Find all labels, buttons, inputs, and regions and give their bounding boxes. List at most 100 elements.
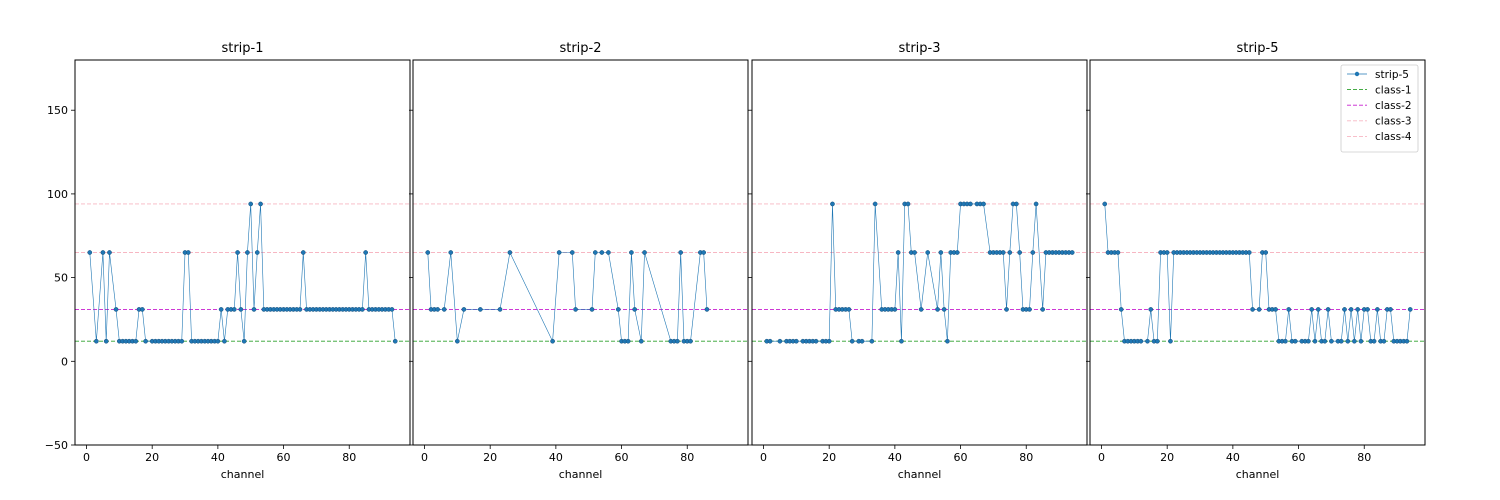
x-axis-label: channel (559, 468, 603, 481)
data-point (107, 250, 112, 255)
data-point (1306, 338, 1311, 344)
data-point (1286, 307, 1292, 312)
data-point (477, 307, 483, 312)
x-tick-label: 20 (145, 451, 159, 464)
data-point (1040, 307, 1046, 312)
legend-label-strip-5: strip-5 (1375, 69, 1409, 81)
data-point (938, 250, 944, 255)
x-tick-label: 40 (888, 451, 902, 464)
data-point (859, 338, 865, 344)
data-point (895, 250, 901, 255)
data-point (1256, 307, 1262, 312)
data-point (1164, 250, 1170, 255)
data-point (777, 338, 783, 344)
data-point (100, 250, 106, 255)
x-tick-label: 80 (342, 451, 356, 464)
legend-label-class-3: class-3 (1375, 116, 1412, 128)
data-point (1292, 338, 1298, 344)
data-point (826, 338, 832, 344)
data-point (589, 307, 595, 312)
data-point (892, 307, 898, 312)
data-point (569, 250, 575, 255)
data-point (218, 307, 224, 312)
data-point (1342, 307, 1347, 312)
data-point (935, 307, 940, 312)
chart-panel-4: 0 20 40 60 80 strip-5 channel strip-5 class-1 cla… (1086, 41, 1426, 481)
legend: strip-5 class-1 class-2 class-3 class-4 (1340, 64, 1419, 153)
x-axis-label: channel (898, 468, 942, 481)
data-point (1322, 338, 1328, 344)
x-tick-label: 60 (1292, 451, 1306, 464)
data-point (248, 201, 254, 207)
x-tick-label: 60 (277, 451, 291, 464)
data-point (425, 250, 431, 255)
data-point (254, 250, 260, 255)
data-point (1246, 250, 1252, 255)
data-point (1352, 338, 1357, 344)
data-point (1069, 250, 1075, 255)
data-point (767, 338, 773, 344)
data-point (872, 201, 878, 207)
x-tick-label: 0 (1098, 451, 1105, 464)
legend-box (1340, 64, 1419, 153)
data-point (638, 338, 644, 344)
data-point (1312, 338, 1318, 344)
data-point (1263, 250, 1269, 255)
data-point (981, 201, 986, 207)
data-point (945, 338, 950, 344)
data-point (1358, 338, 1364, 344)
data-point (231, 307, 237, 312)
data-point (592, 250, 598, 255)
x-tick-label: 80 (680, 451, 694, 464)
data-point (1388, 307, 1393, 312)
data-point (1007, 250, 1013, 255)
chart-panel-1: 0 20 40 60 80 −50 0 50 100 150 strip-1 channel (45, 41, 411, 481)
data-point (1030, 250, 1036, 255)
data-point (615, 307, 621, 312)
data-point (93, 338, 99, 344)
data-point (968, 201, 973, 207)
data-point (688, 338, 693, 344)
data-point (1004, 307, 1009, 312)
data-point (1325, 307, 1331, 312)
data-point (87, 250, 93, 255)
data-point (912, 250, 917, 255)
data-point (297, 307, 303, 312)
data-point (642, 250, 647, 255)
data-point (1168, 338, 1173, 344)
data-point (1348, 307, 1354, 312)
data-point (849, 338, 855, 344)
y-tick-label: 50 (54, 272, 68, 285)
y-tick-label: 0 (61, 355, 68, 368)
data-point (1407, 307, 1413, 312)
data-point (675, 338, 680, 344)
data-point (363, 250, 369, 255)
data-point (573, 307, 578, 312)
data-point (103, 338, 109, 344)
data-point (701, 250, 707, 255)
data-point (1404, 338, 1410, 344)
data-point (1138, 338, 1144, 344)
data-point (185, 250, 191, 255)
data-point (550, 338, 555, 344)
data-point (1365, 307, 1370, 312)
data-point (1345, 338, 1351, 344)
data-point (793, 338, 799, 344)
data-point (1027, 307, 1032, 312)
x-tick-label: 0 (83, 451, 90, 464)
y-tick-label: 150 (47, 104, 68, 117)
data-point (441, 307, 447, 312)
x-tick-label: 60 (615, 451, 629, 464)
x-tick-label: 0 (421, 451, 428, 464)
x-tick-label: 40 (1226, 451, 1240, 464)
data-point (1115, 250, 1121, 255)
chart-panel-3: 0 20 40 60 80 strip-3 channel (748, 41, 1088, 481)
legend-label-class-2: class-2 (1375, 100, 1412, 112)
chart-title: strip-5 (1236, 41, 1278, 56)
axes-frame (1089, 59, 1426, 446)
data-point (300, 250, 306, 255)
data-point (241, 338, 247, 344)
data-point (435, 307, 440, 312)
legend-label-class-4: class-4 (1375, 131, 1412, 143)
data-point (941, 307, 947, 312)
